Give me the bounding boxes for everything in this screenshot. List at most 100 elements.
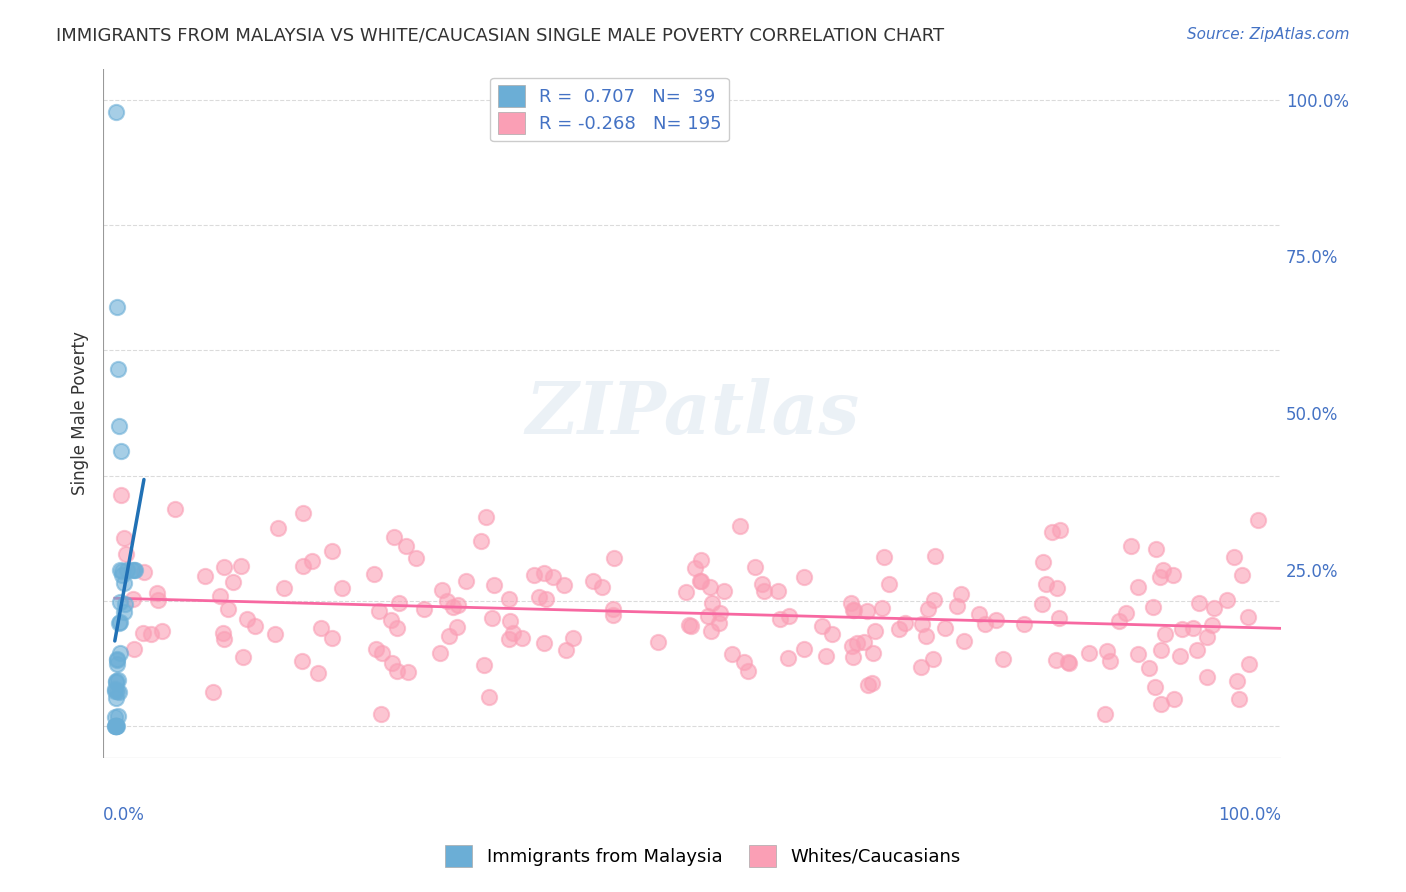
Point [436,594,458,608]
Point [856,678,879,692]
Point [894,616,917,631]
Point [1182,621,1205,635]
Point [1144,680,1167,694]
Point [104,681,127,696]
Text: ZIPatlas: ZIPatlas [524,377,859,449]
Point [437,629,460,643]
Point [768,612,790,626]
Point [1153,627,1175,641]
Point [104,105,127,120]
Point [1149,570,1171,584]
Point [1195,670,1218,684]
Point [114,547,136,561]
Point [915,628,938,642]
Point [984,614,1007,628]
Point [1040,524,1063,539]
Point [1046,581,1069,595]
Point [405,551,427,566]
Point [842,603,865,617]
Point [112,532,135,546]
Point [1115,606,1137,620]
Text: Source: ZipAtlas.com: Source: ZipAtlas.com [1187,27,1350,42]
Point [1246,513,1268,527]
Point [591,580,613,594]
Y-axis label: Single Male Poverty: Single Male Poverty [72,331,89,495]
Point [1119,539,1142,553]
Point [793,570,815,584]
Point [860,676,883,690]
Point [1223,550,1246,565]
Point [766,584,789,599]
Text: IMMIGRANTS FROM MALAYSIA VS WHITE/CAUCASIAN SINGLE MALE POVERTY CORRELATION CHAR: IMMIGRANTS FROM MALAYSIA VS WHITE/CAUCAS… [56,27,945,45]
Point [368,604,391,618]
Point [311,621,333,635]
Legend: R =  0.707   N=  39, R = -0.268   N= 195: R = 0.707 N= 39, R = -0.268 N= 195 [491,78,728,142]
Point [366,641,388,656]
Point [110,443,132,458]
Point [728,519,751,533]
Point [107,709,129,723]
Point [1056,655,1078,669]
Point [811,619,834,633]
Point [1187,643,1209,657]
Point [1057,657,1080,671]
Point [541,570,564,584]
Point [498,592,520,607]
Point [110,564,132,578]
Point [132,626,155,640]
Point [396,665,419,679]
Point [209,589,232,603]
Point [105,653,128,667]
Point [696,609,718,624]
Point [910,659,932,673]
Point [510,631,533,645]
Point [214,632,236,646]
Point [146,593,169,607]
Point [1150,698,1173,712]
Point [1031,597,1053,611]
Point [502,626,524,640]
Point [536,592,558,607]
Point [778,608,800,623]
Point [432,582,454,597]
Point [134,565,156,579]
Point [105,719,128,733]
Point [1227,691,1250,706]
Point [924,549,946,563]
Point [454,574,477,589]
Text: 0.0%: 0.0% [103,805,145,823]
Point [1047,611,1070,625]
Point [1035,577,1057,591]
Point [273,581,295,595]
Point [1152,563,1174,577]
Point [382,530,405,544]
Point [1197,630,1219,644]
Point [873,549,896,564]
Point [291,654,314,668]
Point [678,618,700,632]
Point [236,612,259,626]
Point [737,665,759,679]
Point [381,657,404,671]
Point [498,632,520,646]
Point [193,568,215,582]
Point [108,646,131,660]
Point [1126,647,1149,661]
Point [114,597,136,611]
Point [700,624,723,638]
Point [523,568,546,582]
Point [104,719,127,733]
Point [527,590,550,604]
Point [474,658,496,673]
Point [201,685,224,699]
Point [108,616,131,631]
Point [533,566,555,580]
Point [217,602,239,616]
Point [533,636,555,650]
Point [842,649,865,664]
Point [370,706,392,721]
Point [751,576,773,591]
Point [1098,654,1121,668]
Point [709,615,731,630]
Point [470,534,492,549]
